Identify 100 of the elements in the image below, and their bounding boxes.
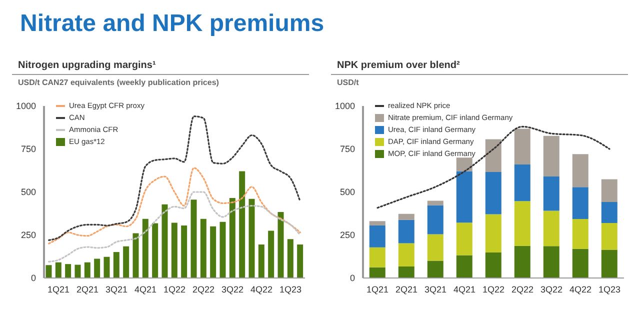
x-tick-label: 4Q21 <box>134 284 157 294</box>
bar <box>572 187 588 220</box>
bar <box>514 246 530 278</box>
x-tick-label: 1Q21 <box>366 284 389 294</box>
bar <box>601 179 618 202</box>
line-series <box>376 126 610 209</box>
y-tick-label: 250 <box>20 230 36 240</box>
bar <box>369 221 386 226</box>
bar <box>84 262 90 278</box>
bar <box>94 258 100 278</box>
line-series <box>48 116 301 241</box>
chart-subtitle: USD/t CAN27 equivalents (weekly publication prices) <box>17 77 220 89</box>
bar <box>369 247 386 268</box>
bar <box>601 222 618 250</box>
y-tick-label: 0 <box>30 273 36 284</box>
x-tick-label: 3Q22 <box>540 284 563 294</box>
bar <box>456 222 472 256</box>
bar <box>181 226 188 278</box>
bar <box>601 202 618 223</box>
bar <box>220 222 226 278</box>
bar <box>55 262 62 278</box>
bar <box>485 214 502 253</box>
bar <box>427 200 444 206</box>
text: Nitrate and NPK premiums <box>20 10 324 37</box>
x-tick-label: 3Q22 <box>221 284 244 294</box>
x-tick-label: 3Q21 <box>105 284 128 294</box>
x-tick-label: 1Q22 <box>163 284 186 294</box>
line-series <box>48 191 301 262</box>
y-tick-label: 0 <box>350 273 355 284</box>
bar <box>278 212 284 278</box>
bar <box>514 164 530 202</box>
x-tick-label: 1Q22 <box>482 284 505 294</box>
bar <box>572 154 588 188</box>
bar <box>485 172 502 214</box>
bar <box>456 158 472 172</box>
bar <box>427 260 444 278</box>
bar <box>239 171 246 278</box>
bar <box>258 244 264 278</box>
chart-title: Nitrogen upgrading margins¹ <box>12 60 309 75</box>
chart-title: NPK premium over blend² <box>331 60 628 75</box>
bar <box>123 246 130 278</box>
bar <box>601 250 618 278</box>
bar <box>74 264 81 278</box>
bar <box>65 264 72 278</box>
bar <box>456 171 472 223</box>
x-tick-label: 1Q21 <box>47 284 70 294</box>
bar <box>171 222 178 278</box>
y-tick-label: 500 <box>20 187 36 198</box>
bar <box>543 246 560 278</box>
bar <box>369 226 386 248</box>
x-tick-label: 2Q22 <box>511 284 534 294</box>
y-tick-label: 1000 <box>16 101 36 112</box>
bar <box>427 234 444 261</box>
x-tick-label: 2Q21 <box>395 284 418 294</box>
bar <box>514 128 530 164</box>
bar <box>485 139 502 172</box>
bar <box>398 220 414 244</box>
y-tick-label: 750 <box>20 144 36 154</box>
bar <box>104 256 110 278</box>
bar <box>297 244 304 278</box>
bar <box>268 230 274 278</box>
bar <box>162 204 168 278</box>
bar <box>287 239 294 278</box>
bar <box>543 210 560 246</box>
x-tick-label: 3Q21 <box>424 284 447 294</box>
x-tick-label: 1Q23 <box>598 284 621 294</box>
bar <box>398 266 414 278</box>
y-tick-label: 1000 <box>334 101 355 112</box>
bar <box>543 176 560 211</box>
bar <box>190 200 197 278</box>
line-series <box>48 167 301 244</box>
chart-subtitle: USD/t <box>336 77 360 89</box>
bar <box>200 218 206 278</box>
bar <box>369 267 386 278</box>
bar <box>572 248 588 278</box>
bar <box>456 255 472 278</box>
y-tick-label: 500 <box>340 187 355 198</box>
bar <box>398 214 414 220</box>
y-tick-label: 750 <box>340 144 355 154</box>
y-tick-label: 250 <box>340 230 355 240</box>
bar <box>210 226 216 278</box>
x-tick-label: 4Q22 <box>569 284 592 294</box>
bar <box>142 218 148 278</box>
bar <box>398 243 414 266</box>
bar <box>485 252 502 278</box>
bar <box>46 265 52 278</box>
bar <box>113 252 120 278</box>
x-tick-label: 4Q22 <box>250 284 273 294</box>
bar <box>248 198 255 278</box>
bar <box>572 219 588 249</box>
bar <box>427 205 444 234</box>
bar <box>514 201 530 246</box>
x-tick-label: 2Q21 <box>76 284 99 294</box>
bar <box>229 198 236 278</box>
bar <box>543 136 560 177</box>
bar <box>132 233 139 278</box>
x-tick-label: 1Q23 <box>279 284 302 294</box>
x-tick-label: 4Q21 <box>453 284 476 294</box>
bar <box>152 223 158 278</box>
x-tick-label: 2Q22 <box>192 284 215 294</box>
